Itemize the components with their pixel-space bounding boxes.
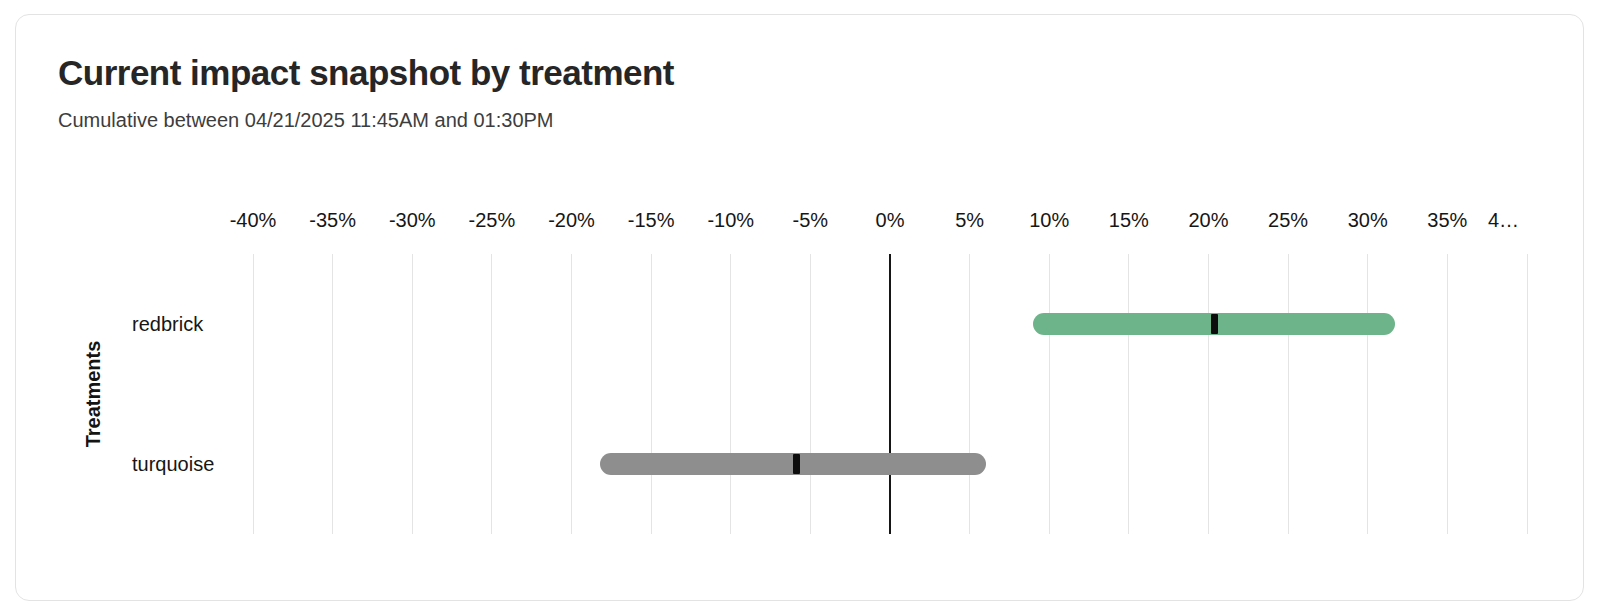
x-tick-label: -25% bbox=[469, 207, 516, 233]
x-tick-label: -35% bbox=[309, 207, 356, 233]
row-label-redbrick: redbrick bbox=[132, 313, 203, 336]
y-axis-title: Treatments bbox=[82, 341, 105, 448]
x-tick-label: 0% bbox=[876, 207, 905, 233]
range-bar-turquoise bbox=[600, 453, 985, 475]
x-tick-label: -30% bbox=[389, 207, 436, 233]
x-tick-label: -10% bbox=[707, 207, 754, 233]
x-tick-label: 25% bbox=[1268, 207, 1308, 233]
gridline bbox=[412, 254, 413, 534]
x-tick-label: 10% bbox=[1029, 207, 1069, 233]
x-tick-label: -20% bbox=[548, 207, 595, 233]
x-tick-label: 4… bbox=[1488, 207, 1519, 233]
gridline bbox=[332, 254, 333, 534]
gridline bbox=[1527, 254, 1528, 534]
estimate-marker-turquoise bbox=[793, 454, 800, 474]
range-bar-redbrick bbox=[1033, 313, 1394, 335]
gridline bbox=[1288, 254, 1289, 534]
x-tick-label: -15% bbox=[628, 207, 675, 233]
gridline bbox=[1447, 254, 1448, 534]
gridline bbox=[1367, 254, 1368, 534]
x-tick-label: 35% bbox=[1427, 207, 1467, 233]
chart-card: Current impact snapshot by treatment Cum… bbox=[15, 14, 1584, 601]
row-label-turquoise: turquoise bbox=[132, 453, 214, 476]
gridline bbox=[571, 254, 572, 534]
gridline bbox=[1049, 254, 1050, 534]
plot-area bbox=[253, 254, 1527, 534]
x-tick-label: 30% bbox=[1348, 207, 1388, 233]
estimate-marker-redbrick bbox=[1211, 314, 1218, 334]
gridline bbox=[1208, 254, 1209, 534]
x-tick-label: -40% bbox=[230, 207, 277, 233]
chart-subtitle: Cumulative between 04/21/2025 11:45AM an… bbox=[58, 109, 554, 132]
gridline bbox=[651, 254, 652, 534]
gridline bbox=[491, 254, 492, 534]
x-tick-label: 15% bbox=[1109, 207, 1149, 233]
chart-title: Current impact snapshot by treatment bbox=[58, 53, 674, 93]
gridline bbox=[969, 254, 970, 534]
x-tick-label: -5% bbox=[793, 207, 829, 233]
x-tick-label: 20% bbox=[1188, 207, 1228, 233]
gridline bbox=[730, 254, 731, 534]
x-tick-label: 5% bbox=[955, 207, 984, 233]
zero-gridline bbox=[889, 254, 891, 534]
gridline bbox=[810, 254, 811, 534]
gridline bbox=[253, 254, 254, 534]
x-axis-tick-labels: -40%-35%-30%-25%-20%-15%-10%-5%0%5%10%15… bbox=[253, 207, 1527, 233]
gridline bbox=[1128, 254, 1129, 534]
